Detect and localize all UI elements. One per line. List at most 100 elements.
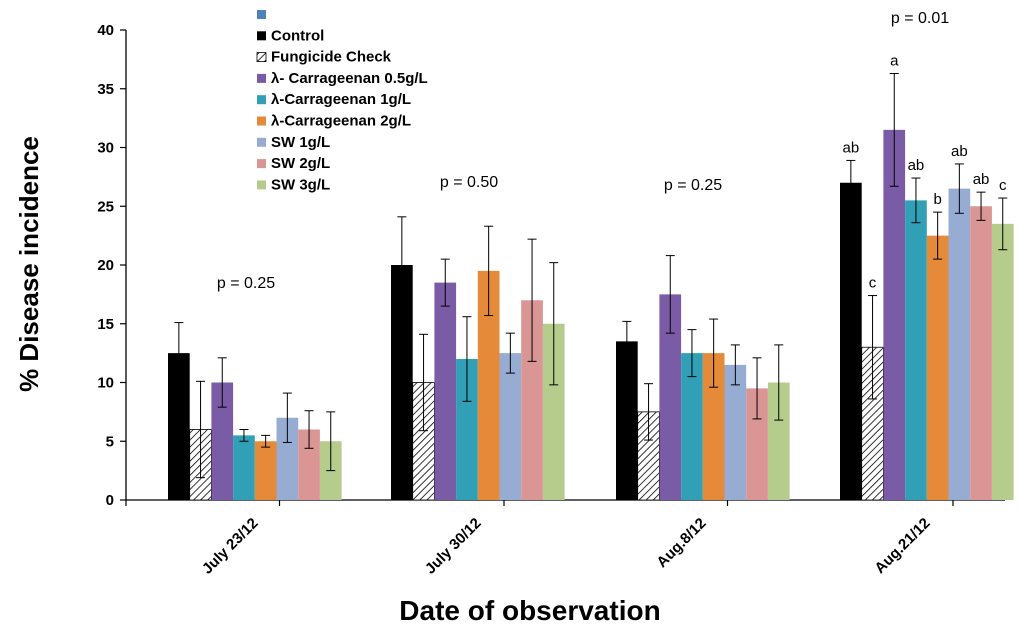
bar [905, 200, 927, 500]
bar [681, 353, 703, 500]
error-bar [998, 197, 1008, 251]
error-bar [261, 434, 271, 448]
error-bar [527, 238, 537, 362]
significance-letter: a [890, 52, 899, 69]
bar [767, 382, 790, 500]
bar [477, 270, 500, 500]
significance-letter: ab [908, 157, 925, 174]
bar [840, 182, 862, 500]
legend-label: SW 3g/L [271, 176, 330, 193]
bar [211, 382, 234, 500]
bar [233, 435, 255, 500]
bar [456, 359, 478, 500]
bar [276, 417, 299, 500]
x-axis-title: Date of observation [399, 595, 660, 626]
bar [616, 341, 638, 500]
y-tick-label: 40 [97, 22, 114, 39]
y-tick-label: 20 [97, 257, 114, 274]
bar [542, 323, 565, 500]
bar [521, 300, 543, 500]
legend: Control Fungicide Check λ- Carrageenan 0.5… [256, 10, 428, 193]
bar [702, 353, 725, 500]
error-bar [304, 410, 314, 449]
error-bar [752, 357, 762, 420]
legend-swatch [257, 159, 266, 169]
bar [724, 364, 747, 500]
error-bar [397, 216, 407, 314]
bar [991, 223, 1014, 500]
error-bar [549, 262, 559, 386]
error-bar [239, 429, 249, 442]
x-category-label: July 23/12 [199, 515, 262, 578]
error-bar [174, 322, 184, 385]
y-tick-label: 10 [97, 375, 114, 392]
y-tick-label: 5 [106, 433, 114, 450]
error-bar [774, 344, 784, 421]
bar [883, 129, 906, 500]
legend-swatch [257, 95, 266, 105]
bar [499, 353, 522, 500]
y-tick-label: 35 [97, 81, 114, 98]
error-bar [933, 211, 943, 260]
bar [434, 282, 457, 500]
legend-label: SW 1g/L [271, 134, 330, 151]
error-bar [419, 333, 429, 432]
p-value-label: p = 0.01 [891, 10, 949, 27]
plot-area: 0 5 10 15 20 25 30 35 40 July 23/12 July 30/12 Aug.… [97, 10, 1014, 578]
significance-letter: c [999, 177, 1007, 194]
legend-label: λ-Carrageenan 1g/L [271, 91, 411, 108]
legend-label: Control [271, 27, 324, 44]
error-bar [687, 329, 697, 378]
error-bar [505, 332, 515, 374]
error-bar [196, 380, 206, 479]
y-axis-title: % Disease incidence [14, 136, 44, 392]
error-bar [217, 357, 227, 408]
x-category-label: Aug.21/12 [871, 515, 933, 577]
x-category-label: Aug.8/12 [653, 515, 709, 571]
error-bar [954, 163, 964, 214]
error-bar [709, 318, 719, 388]
legend-swatch [257, 116, 266, 126]
legend-swatch [257, 73, 266, 83]
error-bar [440, 258, 450, 307]
error-bar [889, 72, 899, 187]
y-tick-label: 30 [97, 140, 114, 157]
significance-letter: b [933, 191, 941, 208]
error-bar [622, 320, 632, 362]
x-category-label: July 30/12 [422, 515, 485, 578]
legend-label: λ- Carrageenan 0.5g/L [271, 70, 428, 87]
error-bar [868, 295, 878, 400]
legend-swatch [257, 31, 266, 41]
error-bar [730, 344, 740, 386]
significance-letter: c [869, 275, 877, 292]
error-bar [665, 255, 675, 334]
legend-swatch [256, 52, 267, 62]
error-bar [462, 316, 472, 402]
error-bar [911, 177, 921, 224]
bar [746, 388, 768, 500]
p-value-label: p = 0.25 [217, 275, 275, 292]
bar [926, 235, 949, 500]
error-bar [976, 191, 986, 221]
error-bar [644, 383, 654, 441]
legend-label: λ-Carrageenan 2g/L [271, 113, 411, 130]
y-tick-label: 15 [97, 316, 114, 333]
y-tick-label: 25 [97, 198, 114, 215]
bar [659, 294, 682, 500]
significance-letter: ab [973, 171, 990, 188]
error-bar [326, 411, 336, 472]
legend-label: Fungicide Check [271, 49, 392, 66]
significance-letter: ab [951, 143, 968, 160]
y-tick-label: 0 [106, 492, 114, 509]
legend-swatch [257, 10, 266, 19]
bar [168, 353, 190, 500]
p-value-label: p = 0.25 [664, 177, 722, 194]
legend-swatch [257, 180, 266, 190]
bar [948, 188, 971, 500]
bar [298, 429, 320, 500]
p-value-label: p = 0.50 [440, 174, 498, 191]
bar [970, 206, 992, 500]
bar [391, 265, 413, 500]
error-bar [282, 392, 292, 443]
